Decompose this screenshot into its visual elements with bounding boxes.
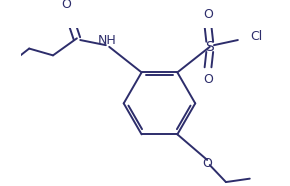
- Text: O: O: [202, 157, 212, 170]
- Text: O: O: [203, 73, 213, 86]
- Text: O: O: [203, 8, 213, 21]
- Text: NH: NH: [98, 33, 117, 46]
- Text: Cl: Cl: [251, 30, 263, 43]
- Text: O: O: [62, 0, 72, 11]
- Text: S: S: [205, 40, 214, 54]
